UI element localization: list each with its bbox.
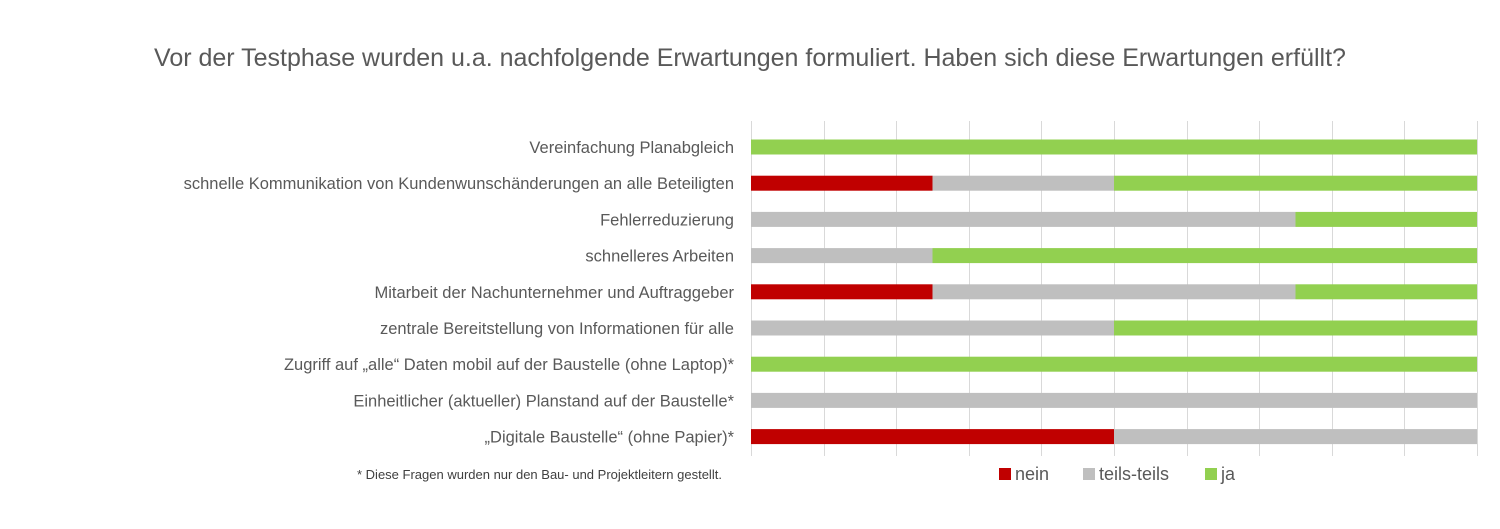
category-label: schnelle Kommunikation von Kundenwunschä… bbox=[184, 175, 734, 193]
category-label: Zugriff auf „alle“ Daten mobil auf der B… bbox=[284, 356, 735, 374]
chart-title: Vor der Testphase wurden u.a. nachfolgen… bbox=[154, 44, 1346, 72]
legend-swatch-ja bbox=[1205, 468, 1217, 480]
bar-ja bbox=[751, 356, 1477, 372]
category-label: Einheitlicher (aktueller) Planstand auf … bbox=[353, 392, 734, 410]
legend-label-nein: nein bbox=[1015, 464, 1049, 484]
bar-teils-teils bbox=[751, 320, 1114, 336]
bar-teils-teils bbox=[751, 392, 1477, 408]
legend-label-teils-teils: teils-teils bbox=[1099, 464, 1169, 484]
bar-teils-teils bbox=[932, 175, 1114, 191]
bar-nein bbox=[751, 175, 933, 191]
bar-ja bbox=[751, 139, 1477, 155]
bar-ja bbox=[1295, 211, 1477, 227]
category-labels: Vereinfachung Planabgleich schnelle Kommu… bbox=[184, 139, 735, 447]
bar-teils-teils bbox=[751, 211, 1296, 227]
category-label: Vereinfachung Planabgleich bbox=[529, 139, 734, 157]
bar-ja bbox=[1114, 175, 1477, 191]
category-label: zentrale Bereitstellung von Informatione… bbox=[380, 320, 734, 338]
legend: nein teils-teils ja bbox=[999, 464, 1236, 484]
bar-teils-teils bbox=[1114, 429, 1477, 445]
legend-label-ja: ja bbox=[1220, 464, 1236, 484]
category-label: Fehlerreduzierung bbox=[600, 211, 734, 229]
footnote: * Diese Fragen wurden nur den Bau- und P… bbox=[357, 467, 722, 482]
bar-nein bbox=[751, 429, 1114, 445]
category-label: schnelleres Arbeiten bbox=[585, 248, 734, 266]
legend-swatch-nein bbox=[999, 468, 1011, 480]
bar-ja bbox=[1295, 284, 1477, 300]
category-label: „Digitale Baustelle“ (ohne Papier)* bbox=[485, 429, 735, 447]
bar-nein bbox=[751, 284, 933, 300]
bar-teils-teils bbox=[751, 248, 933, 264]
legend-swatch-teils-teils bbox=[1083, 468, 1095, 480]
bars bbox=[751, 139, 1477, 445]
category-label: Mitarbeit der Nachunternehmer und Auftra… bbox=[374, 284, 734, 302]
bar-ja bbox=[932, 248, 1477, 264]
bar-ja bbox=[1114, 320, 1477, 336]
bar-teils-teils bbox=[932, 284, 1296, 300]
